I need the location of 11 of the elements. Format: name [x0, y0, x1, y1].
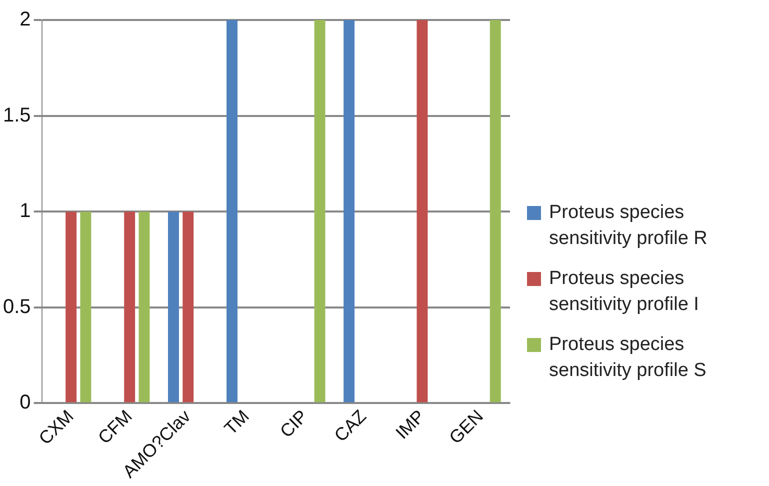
legend-label: Proteus species sensitivity profile I — [549, 267, 700, 317]
y-tick-label: 0 — [20, 392, 31, 414]
legend-label: Proteus species sensitivity profile S — [549, 333, 708, 383]
y-tick-label: 1 — [20, 200, 31, 222]
x-tick-label: CIP — [276, 406, 312, 442]
x-tick-label: TM — [220, 406, 253, 439]
y-tick-label: 0.5 — [2, 296, 31, 318]
x-tick-label: IMP — [392, 406, 429, 443]
y-tick-label: 2 — [20, 8, 31, 31]
legend-label: Proteus species sensitivity profile R — [549, 201, 708, 251]
y-tick-label: 1.5 — [2, 104, 31, 126]
